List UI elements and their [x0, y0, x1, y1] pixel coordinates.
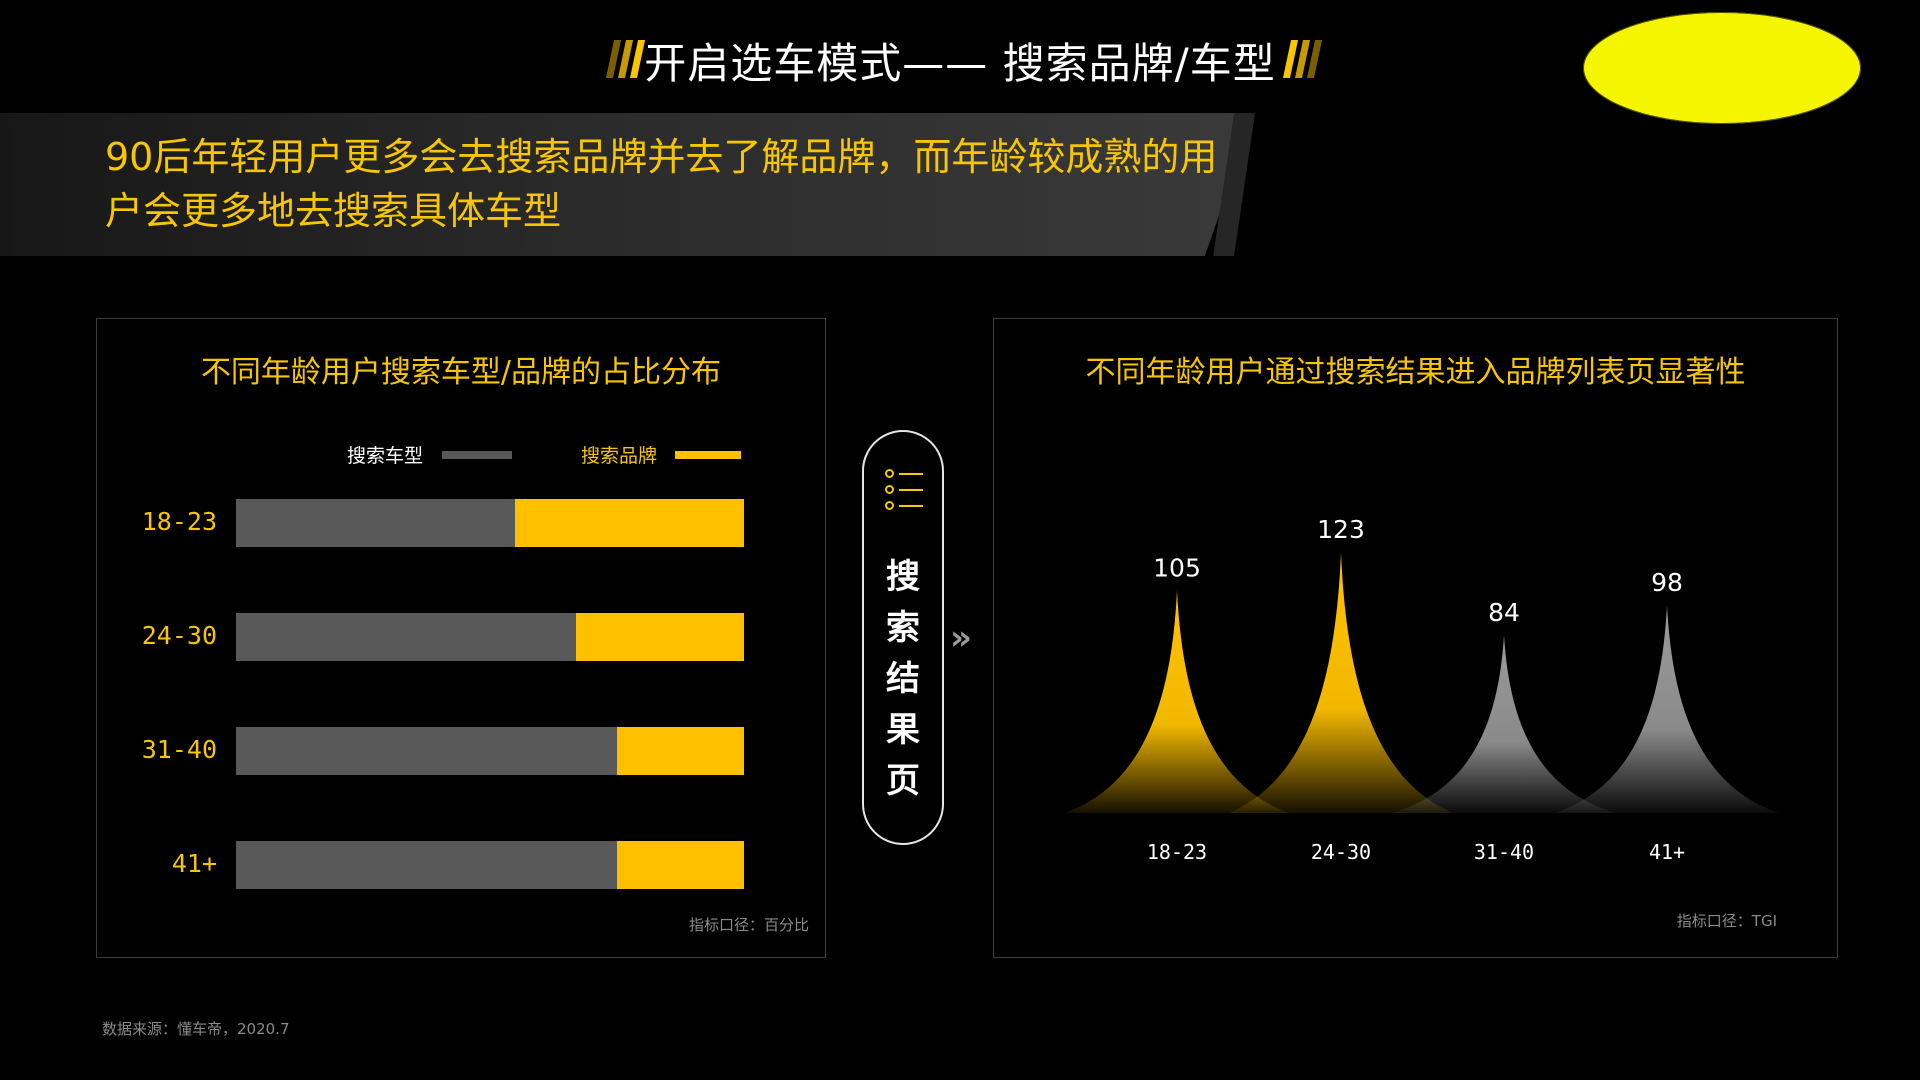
peak-shape	[1392, 634, 1616, 813]
right-chart-panel: 不同年龄用户通过搜索结果进入品牌列表页显著性 105 18-23 123 24-30 8…	[993, 318, 1838, 958]
page-title: 开启选车模式—— 搜索品牌/车型	[644, 39, 1276, 88]
peak-category-label: 18-23	[1147, 840, 1207, 864]
peak-shape	[1065, 590, 1289, 813]
left-chart-panel: 不同年龄用户搜索车型/品牌的占比分布 搜索车型 搜索品牌 指标口径：百分比 18…	[96, 318, 826, 958]
peak-chart-svg: 105 18-23 123 24-30 84 31-40 98 41+	[1065, 515, 1779, 864]
bar-segment	[236, 841, 617, 889]
peak-shape	[1555, 605, 1779, 813]
bar-segment	[617, 841, 744, 889]
subtitle-banner	[0, 113, 1255, 256]
title-slashes-right-icon	[1282, 40, 1325, 78]
left-chart-note: 指标口径：百分比	[688, 916, 809, 934]
bar-category-label: 18-23	[141, 507, 217, 536]
peak-value-label: 105	[1153, 553, 1201, 582]
peak-value-label: 84	[1488, 598, 1520, 627]
double-chevron-right-icon: »	[950, 618, 972, 658]
header: 开启选车模式—— 搜索品牌/车型	[0, 0, 1920, 124]
bar-category-label: 41+	[171, 849, 217, 878]
bar-category-label: 31-40	[141, 735, 217, 764]
bar-segment	[515, 499, 744, 547]
right-chart-title: 不同年龄用户通过搜索结果进入品牌列表页显著性	[1085, 355, 1746, 390]
peak-shape	[1229, 552, 1453, 813]
logo-placeholder	[1583, 12, 1861, 124]
search-results-char: 结	[886, 659, 920, 699]
search-results-char: 搜	[886, 557, 920, 597]
bar-segment	[617, 727, 744, 775]
legend-swatch-model	[442, 451, 512, 459]
peak-value-label: 123	[1317, 515, 1365, 544]
bar-segment	[236, 613, 577, 661]
search-results-char: 果	[886, 710, 920, 750]
peak-category-label: 31-40	[1474, 840, 1534, 864]
search-results-char: 页	[886, 761, 920, 801]
left-chart-title: 不同年龄用户搜索车型/品牌的占比分布	[200, 355, 722, 390]
search-results-label: 搜索结果页	[864, 552, 942, 807]
bar-segment	[576, 613, 744, 661]
legend-label-model: 搜索车型	[347, 445, 424, 467]
search-results-pill: 搜索结果页	[862, 430, 944, 845]
peak-value-label: 98	[1651, 568, 1683, 597]
bar-category-label: 24-30	[141, 621, 217, 650]
subtitle-text: 90后年轻用户更多会去搜索品牌并去了解品牌，而年龄较成熟的用户会更多地去搜索具体…	[105, 135, 1218, 233]
peak-category-label: 41+	[1649, 840, 1685, 864]
bar-segment	[236, 499, 516, 547]
search-results-char: 索	[886, 608, 920, 648]
legend-label-brand: 搜索品牌	[581, 445, 658, 467]
peak-category-label: 24-30	[1311, 840, 1371, 864]
legend-swatch-brand	[675, 451, 741, 459]
right-chart-note: 指标口径：TGI	[1676, 912, 1777, 930]
data-source: 数据来源：懂车帝，2020.7	[102, 1020, 290, 1038]
bar-segment	[236, 727, 617, 775]
